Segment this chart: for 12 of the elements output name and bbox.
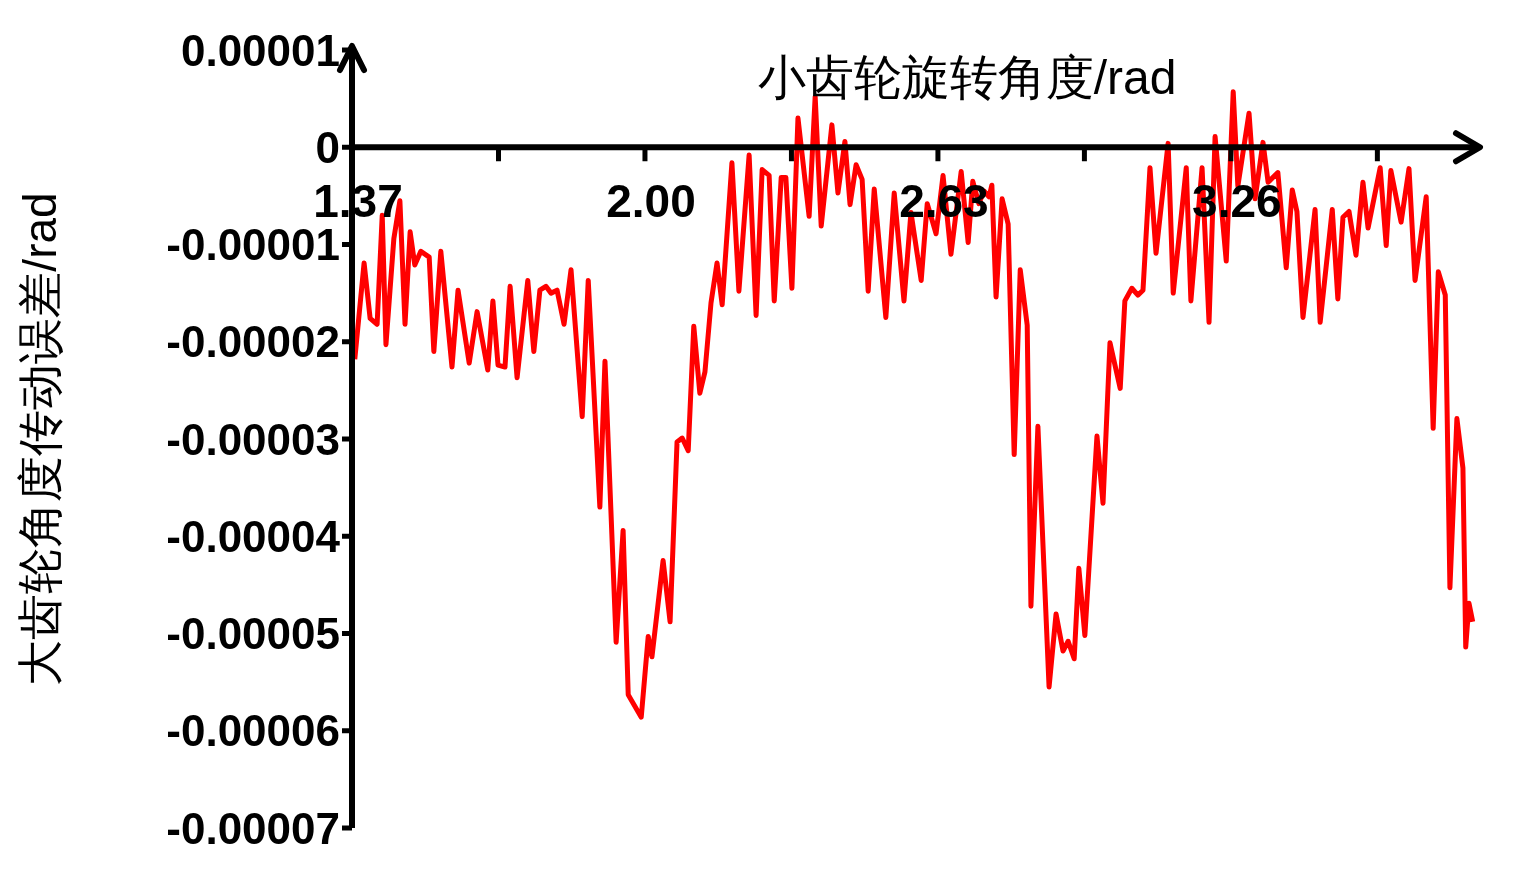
y-tick-label: -0.00001 <box>166 220 340 270</box>
y-tick-label: -0.00005 <box>166 609 340 659</box>
x-axis-title: 小齿轮旋转角度/rad <box>757 51 1177 104</box>
x-tick-label: 2.00 <box>606 175 696 228</box>
y-tick-label: -0.00004 <box>166 511 341 561</box>
y-tick-label: 0.00001 <box>180 25 340 75</box>
y-tick-label: -0.00002 <box>166 317 340 367</box>
y-tick-label: -0.00003 <box>166 414 340 464</box>
y-tick-label: -0.00007 <box>166 803 340 853</box>
y-tick-label: -0.00006 <box>166 706 340 756</box>
y-tick-label: 0 <box>315 122 340 172</box>
y-axis-title: 大齿轮角度传动误差/rad <box>14 192 66 686</box>
